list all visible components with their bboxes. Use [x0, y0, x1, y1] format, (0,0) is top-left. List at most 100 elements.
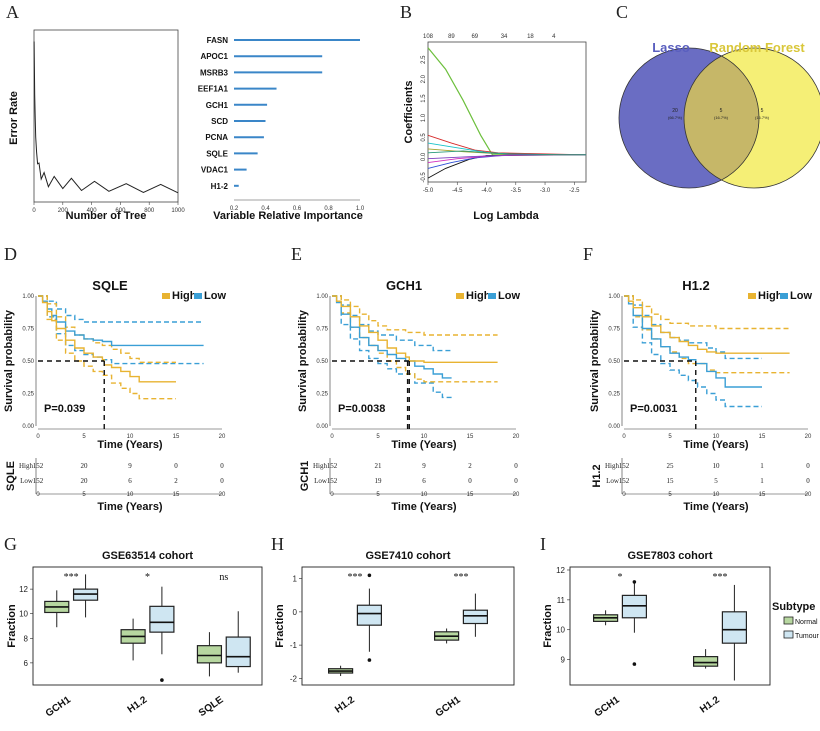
plot-frame	[33, 29, 179, 203]
panel-label-b: B	[400, 2, 412, 22]
risk-high-count: 25	[667, 462, 675, 470]
importance-plot: Variable Relative Importance FASN APOC1 MS…	[198, 36, 365, 222]
y-tick-label: -2	[290, 674, 298, 683]
risk-high-count: 10	[713, 462, 721, 470]
x-tick-label: 200	[58, 208, 69, 214]
x-tick-label: 0	[330, 434, 334, 440]
x-tick-label: -4.0	[481, 188, 492, 194]
legend-swatch-normal	[783, 616, 794, 625]
significance-label: *	[145, 572, 150, 583]
venn-diagram: Lasso Random Forest 20 (66.7%) 5 (16.7%)…	[618, 40, 820, 189]
y-tick-label: 0.0	[421, 152, 427, 161]
legend-low: Low	[204, 290, 226, 302]
low-ci-upper	[332, 295, 452, 352]
x-tick-label: 0.8	[324, 206, 333, 212]
outlier-point	[160, 678, 164, 682]
panel-label-i: I	[540, 534, 546, 554]
plot-frame	[32, 566, 263, 686]
cohort-title: GSE63514 cohort	[102, 550, 193, 562]
venn-count-lasso: 20	[672, 108, 678, 114]
x-tick-label: 0.2	[230, 206, 239, 212]
risk-high-count: 0	[174, 462, 178, 470]
box-normal	[692, 656, 719, 667]
legend-swatch-low	[194, 293, 202, 299]
x-tick-label: 10	[421, 434, 428, 440]
boxplot-gse63514: GCH1 *** H1.2 * SQLE ns 6 8 10 12 Fraction GSE63514…	[6, 550, 263, 719]
gene-label: PCNA	[205, 133, 228, 142]
venn-rf-outline	[683, 47, 820, 189]
y-tick-label: 2.0	[421, 74, 427, 83]
x-axis-label: Log Lambda	[473, 210, 539, 222]
x-tick-label: -4.5	[452, 188, 463, 194]
risk-low-count: 2	[174, 477, 178, 485]
km-title: SQLE	[92, 278, 128, 293]
low-ci-lower	[332, 295, 452, 399]
risk-low-count: 152	[327, 477, 338, 485]
x-tick-label: 0	[32, 208, 36, 214]
risk-low-count: 152	[33, 477, 44, 485]
risk-high-label: High	[19, 462, 34, 470]
risk-low-label: Low	[606, 477, 620, 485]
p-value: P=0.039	[44, 403, 85, 415]
panel-label-g: G	[4, 534, 17, 554]
box-tumour	[149, 605, 175, 633]
x-axis-label: Time (Years)	[391, 439, 457, 451]
venn-lasso-outline	[618, 47, 760, 189]
km-title: GCH1	[386, 278, 422, 293]
subtype-legend: Subtype Normal Tumour	[772, 601, 820, 640]
x-tick-label: 0.6	[293, 206, 302, 212]
risk-low-count: 152	[619, 477, 630, 485]
top-tick-label: 34	[501, 34, 508, 40]
legend-high: High	[172, 290, 197, 302]
y-axis-label: Error Rate	[8, 91, 20, 145]
risk-x-tick-label: 15	[173, 492, 180, 498]
x-tick-label: -2.5	[569, 188, 580, 194]
km-title: H1.2	[682, 278, 709, 293]
risk-x-tick-label: 5	[668, 492, 672, 498]
y-tick-label: 12	[556, 566, 565, 575]
boxplot-gse7803: GCH1 * H1.2 *** 9 10 11 12 Fraction GSE7803 cohor…	[542, 550, 771, 719]
risk-x-tick-label: 10	[713, 492, 720, 498]
risk-high-label: High	[605, 462, 620, 470]
x-tick-label: 800	[144, 208, 155, 214]
risk-low-label: Low	[20, 477, 34, 485]
venn-label-rf: Random Forest	[709, 40, 805, 55]
low-survival-curve	[332, 295, 452, 379]
gene-label: APOC1	[200, 52, 228, 61]
error-rate-plot: Error Rate Number of Tree 0 200 400 600 800 1…	[8, 29, 185, 222]
risk-x-tick-label: 20	[219, 492, 226, 498]
x-axis-label: Time (Years)	[683, 439, 749, 451]
legend-swatch-high	[162, 293, 170, 299]
risk-low-count: 1	[760, 477, 764, 485]
risk-high-count: 1	[760, 462, 764, 470]
top-tick-label: 89	[448, 34, 455, 40]
risk-high-count: 2	[468, 462, 472, 470]
y-tick-label: 0.25	[22, 392, 34, 398]
coef-path-magenta	[427, 154, 586, 164]
risk-x-tick-label: 0	[36, 492, 40, 498]
y-tick-label: -0.5	[421, 172, 427, 183]
y-tick-label: -1	[290, 641, 298, 650]
y-tick-label: 0.75	[608, 327, 620, 333]
x-tick-label: 20	[219, 434, 226, 440]
coef-path-teal	[427, 150, 586, 156]
y-tick-label: 0.00	[316, 424, 328, 430]
risk-high-count: 9	[128, 462, 132, 470]
y-axis-label: Survival probability	[589, 309, 601, 412]
risk-x-tick-label: 10	[421, 492, 428, 498]
x-tick-label: 20	[513, 434, 520, 440]
risk-high-count: 152	[327, 462, 338, 470]
outlier-point	[367, 658, 372, 662]
legend-high: High	[466, 290, 491, 302]
y-tick-label: 1.00	[22, 294, 34, 300]
legend-swatch-low	[780, 293, 788, 299]
y-axis-label: Fraction	[6, 604, 18, 648]
plot-frame	[301, 566, 515, 686]
box-normal	[196, 645, 223, 664]
box-tumour	[356, 604, 382, 626]
high-survival-curve	[624, 295, 790, 354]
category-label: GCH1	[434, 694, 463, 719]
